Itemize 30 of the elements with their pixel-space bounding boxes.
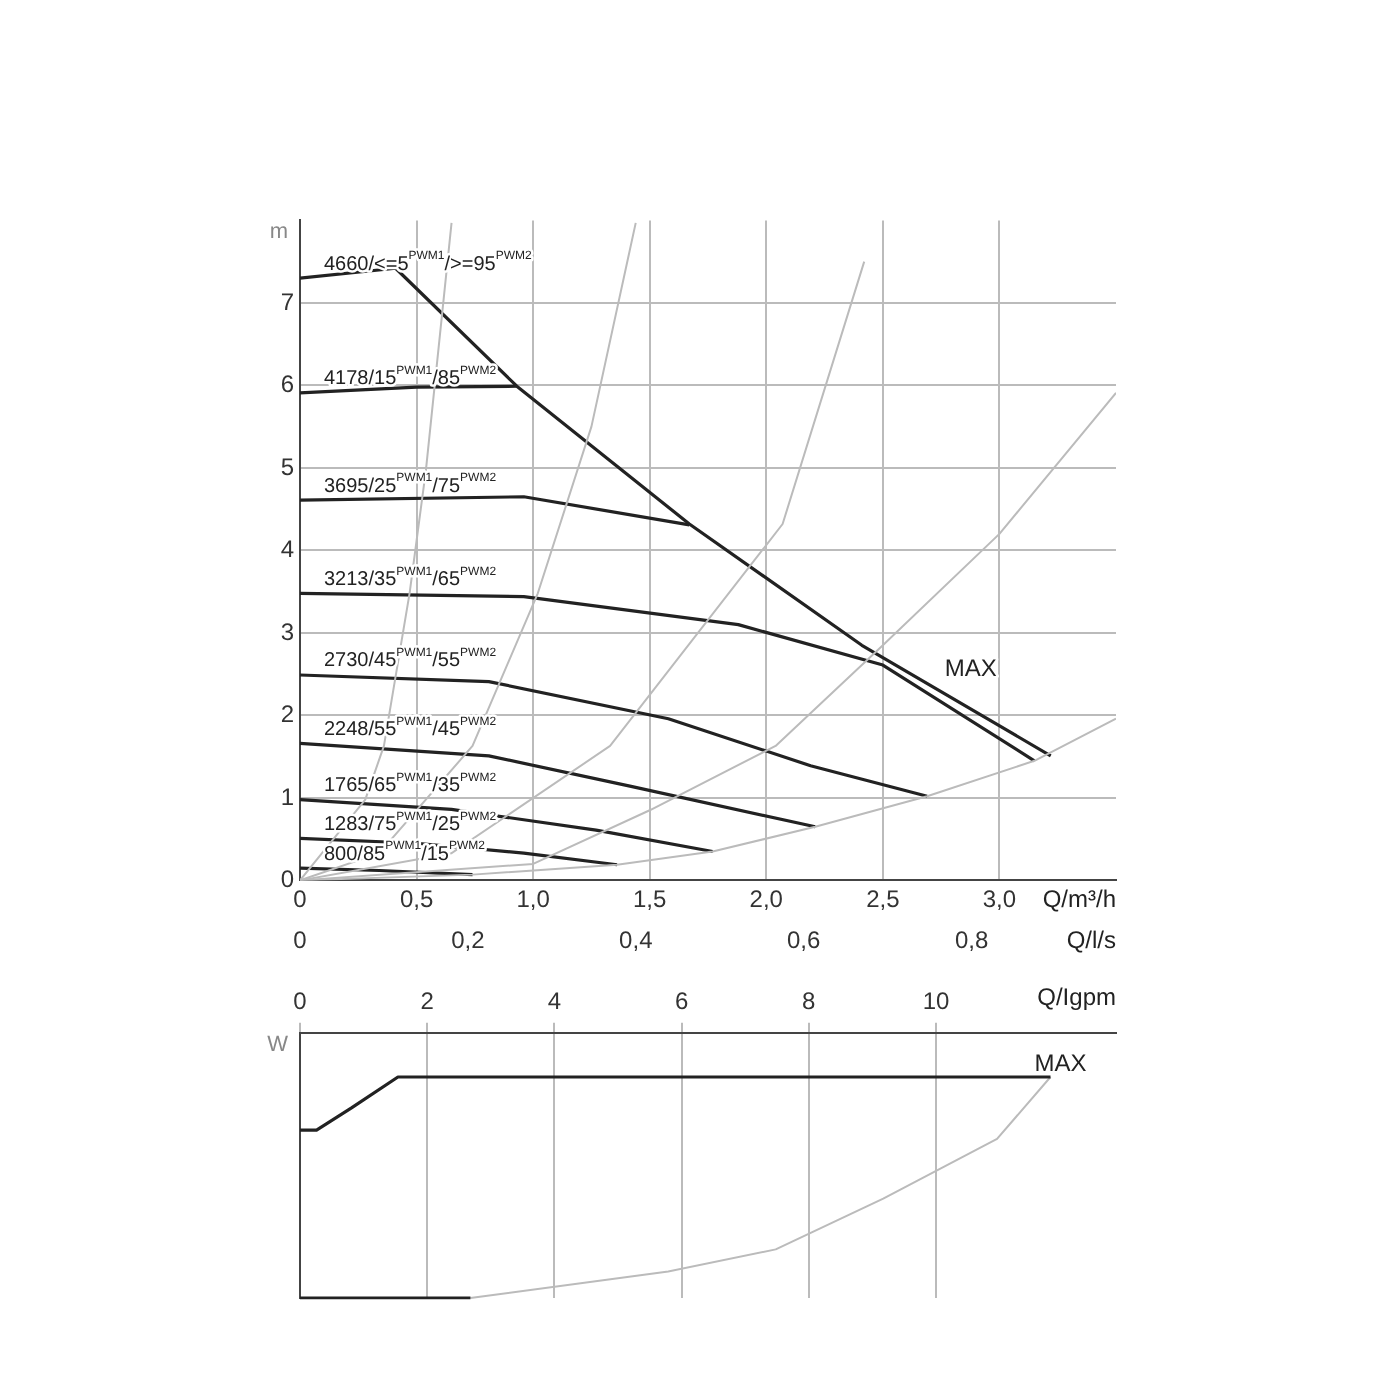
x-tick-label: 2,0 xyxy=(749,885,784,914)
x-tick-label: 2,5 xyxy=(866,885,901,914)
x-tick-label: 1,5 xyxy=(633,885,668,914)
x-tick-label: 3,0 xyxy=(982,885,1017,914)
x-tick-label: 0,5 xyxy=(399,885,434,914)
x-tick-label: 4 xyxy=(547,987,562,1016)
x-axis-title: Q/Igpm xyxy=(1037,982,1116,1011)
x2-tick-label: 0,2 xyxy=(451,926,486,955)
y-tick-label: 6 xyxy=(280,370,295,399)
y-tick-label: 1 xyxy=(280,782,295,811)
x2-tick-label: 0,4 xyxy=(619,926,654,955)
x2-tick-label: 0,6 xyxy=(787,926,822,955)
y-tick-label: 3 xyxy=(280,617,295,646)
y-axis-title: m xyxy=(269,220,288,245)
y-tick-label: 5 xyxy=(280,452,295,481)
y-tick-label: 0 xyxy=(280,865,295,894)
y-tick-label: 4 xyxy=(280,535,295,564)
y-axis-title: W xyxy=(267,1032,290,1057)
x-tick-label: 10 xyxy=(922,987,950,1016)
x-tick-label: 1,0 xyxy=(516,885,551,914)
y-tick-label: 7 xyxy=(280,287,295,316)
annotation: MAX xyxy=(1034,1049,1087,1078)
y-tick-label: 2 xyxy=(280,700,295,729)
annotation: MAX xyxy=(944,653,997,682)
x-tick-label: 6 xyxy=(674,987,689,1016)
x2-axis-title: Q/l/s xyxy=(1066,926,1116,955)
x-axis-title: Q/m³/h xyxy=(1042,885,1116,914)
x-tick-label: 2 xyxy=(420,987,435,1016)
x2-tick-label: 0,8 xyxy=(954,926,989,955)
x-tick-label: 8 xyxy=(802,987,817,1016)
